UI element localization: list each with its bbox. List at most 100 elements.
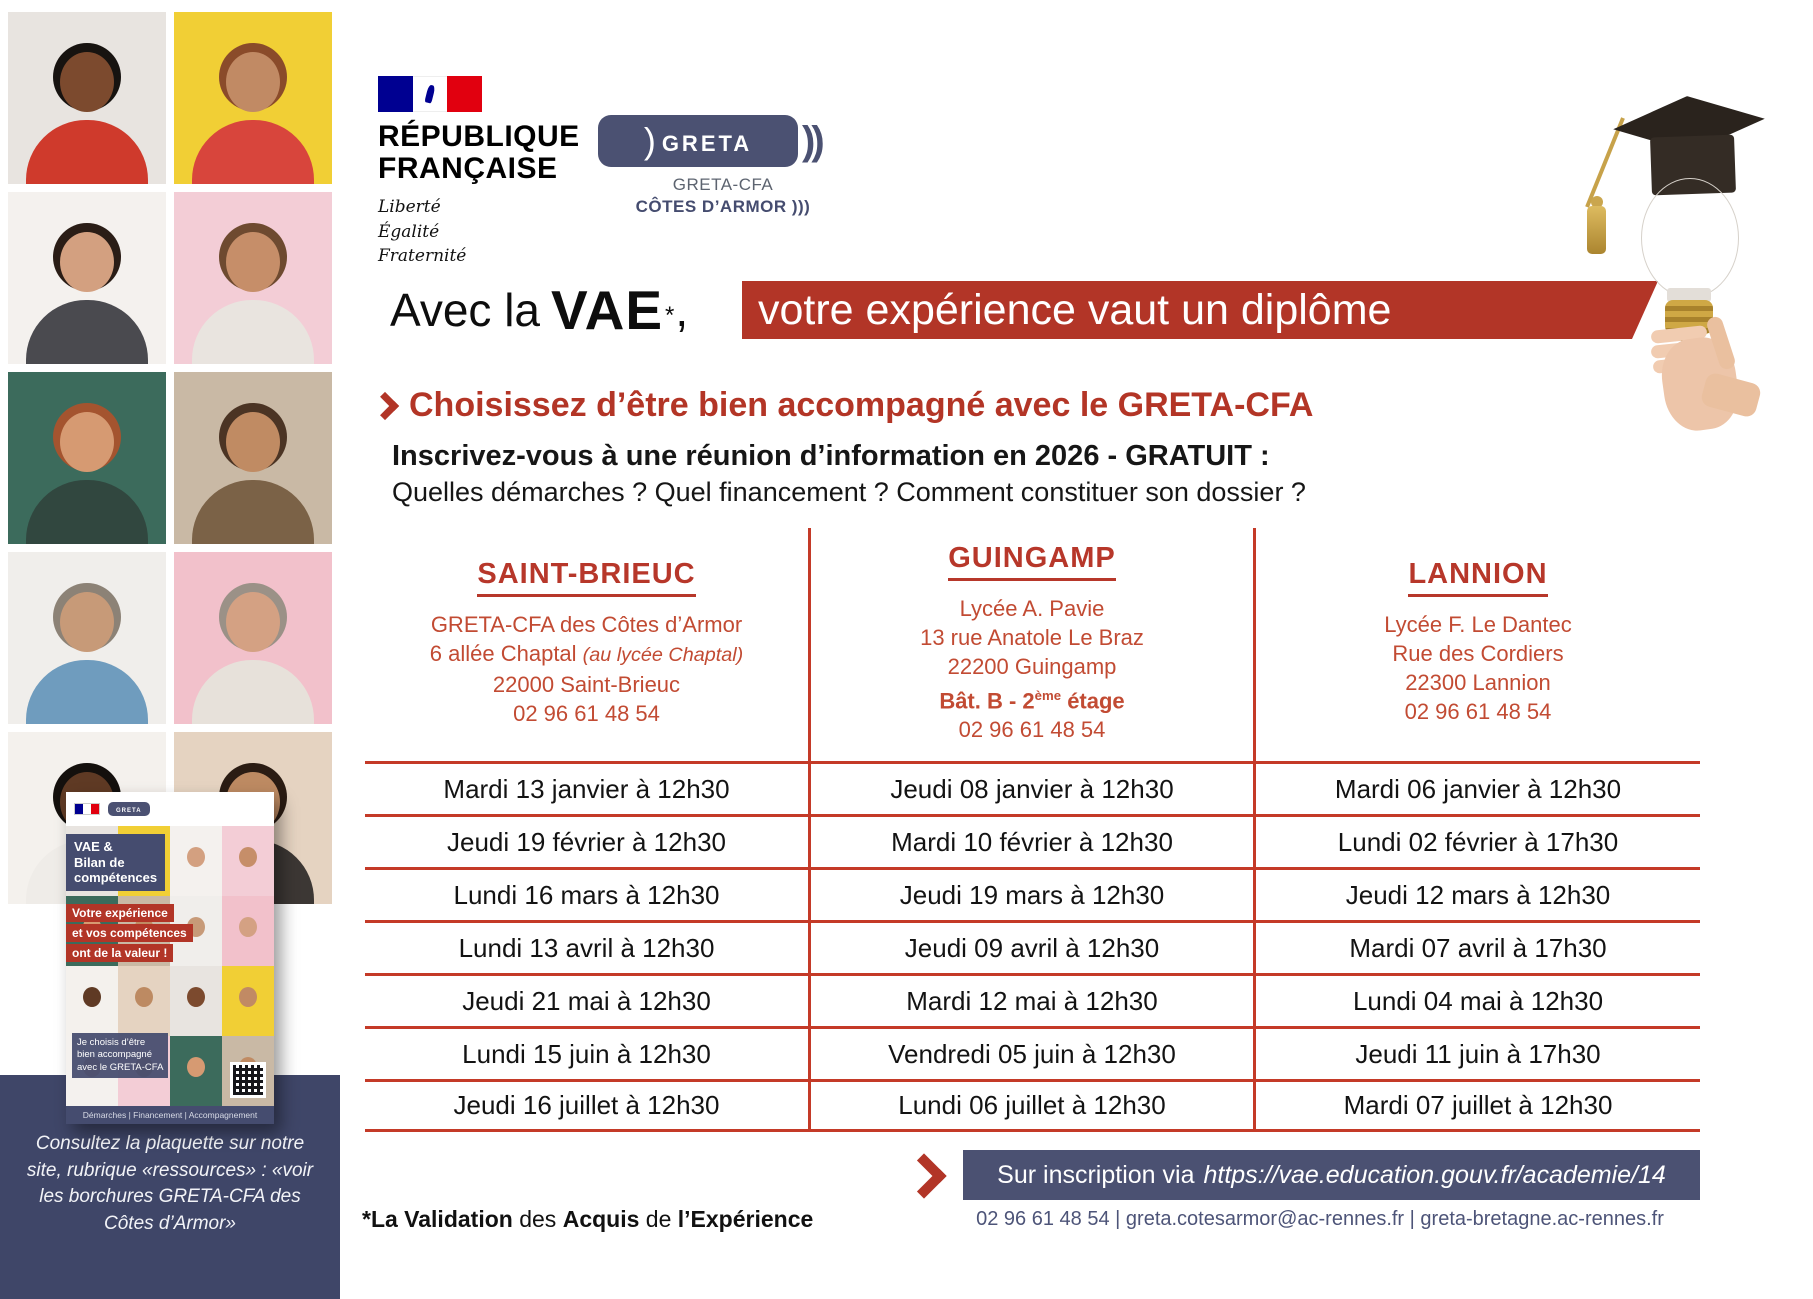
collage-photo (170, 826, 222, 896)
brochure-tagline-line: avec le GRETA-CFA (77, 1061, 164, 1073)
address-line: Lycée F. Le Dantec (1384, 612, 1572, 637)
portrait-shoulders (192, 480, 314, 544)
brochure-tagline-line: bien accompagné (77, 1049, 152, 1061)
lightbulb-icon (1641, 178, 1739, 298)
portrait-shoulders (26, 660, 148, 724)
collage-photo (222, 896, 274, 966)
brochure-ribbon-line: ont de la valeur ! (66, 944, 174, 962)
schedule-cell: Mardi 07 avril à 17h30 (1253, 920, 1700, 973)
collage-face (187, 847, 205, 867)
schedule-cell: Mardi 12 mai à 12h30 (808, 973, 1253, 1026)
rf-title: RÉPUBLIQUE FRANÇAISE (378, 121, 580, 184)
address-line: 22000 Saint-Brieuc (492, 672, 681, 697)
brochure-footer-strip: Démarches | Financement | Accompagnement (66, 1106, 274, 1124)
schedule-cell: Mardi 07 juillet à 12h30 (1253, 1079, 1700, 1132)
portrait-photo (8, 372, 166, 544)
footnote: *La Validation des Acquis de l’Expérienc… (362, 1206, 813, 1233)
collage-face (187, 1057, 205, 1077)
portrait-shoulders (192, 120, 314, 184)
collage-photo (170, 1036, 222, 1106)
title-vae: VAE (551, 279, 664, 341)
schedule-cell: Jeudi 11 juin à 17h30 (1253, 1026, 1700, 1079)
collage-photo (222, 826, 274, 896)
contact-item: greta.cotesarmor@ac-rennes.fr (1125, 1208, 1405, 1230)
portrait-photo (174, 192, 332, 364)
schedule-cell: Jeudi 19 mars à 12h30 (808, 867, 1253, 920)
address-line: 13 rue Anatole Le Braz (920, 625, 1144, 650)
chevron-right-icon (370, 391, 400, 420)
location-name: SAINT-BRIEUC (477, 558, 696, 597)
brochure-ribbon-line: Votre expérience (66, 904, 174, 922)
schedule-cell: Lundi 02 février à 17h30 (1253, 814, 1700, 867)
address-line: Rue des Cordiers (1392, 641, 1564, 666)
rf-title-line2: FRANÇAISE (378, 151, 558, 185)
footnote-part: l’Expérience (677, 1206, 814, 1232)
title-highlight-bar: votre expérience vaut un diplôme (742, 281, 1658, 339)
schedule-cell: Jeudi 19 février à 12h30 (365, 814, 808, 867)
address-line: GRETA-CFA des Côtes d’Armor (430, 612, 743, 637)
schedule-cell: Jeudi 08 janvier à 12h30 (808, 761, 1253, 814)
subtitle-text: Choisissez d’être bien accompagné avec l… (409, 386, 1314, 424)
brochure-tagline-line: Je choisis d’être (77, 1036, 146, 1048)
tassel-knot-icon (1591, 196, 1603, 208)
location-address: Lycée A. Pavie 13 rue Anatole Le Braz 2220… (920, 594, 1144, 744)
schedule-cell: Mardi 13 janvier à 12h30 (365, 761, 808, 814)
republique-francaise-logo: RÉPUBLIQUE FRANÇAISE Liberté Égalité Frate… (378, 76, 580, 269)
collage-face (187, 987, 205, 1007)
portrait-photo (8, 192, 166, 364)
location-saint-brieuc: SAINT-BRIEUC GRETA-CFA des Côtes d’Armor 6… (365, 528, 808, 761)
location-address: Lycée F. Le Dantec Rue des Cordiers 22300 … (1384, 610, 1572, 726)
schedule-cell: Lundi 16 mars à 12h30 (365, 867, 808, 920)
subtitle: Choisissez d’être bien accompagné avec l… (370, 386, 1314, 425)
schedule-cell: Lundi 06 juillet à 12h30 (808, 1079, 1253, 1132)
portrait-face (60, 591, 114, 652)
address-line: 02 96 61 48 54 (958, 717, 1106, 743)
location-name: LANNION (1408, 558, 1548, 597)
greta-cfa-logo-block: ) greta )) GRETA-CFA CÔTES D’ARMOR ))) (598, 115, 848, 217)
collage-face (83, 987, 101, 1007)
portrait-shoulders (26, 480, 148, 544)
lightbulb-neck (1667, 288, 1711, 302)
portrait-photo (8, 12, 166, 184)
portrait-shoulders (192, 660, 314, 724)
collage-face (239, 987, 257, 1007)
portrait-shoulders (26, 120, 148, 184)
signup-bar: Sur inscription via https://vae.educatio… (963, 1150, 1700, 1200)
brochure-caption: Consultez la plaquette sur notre site, r… (26, 1133, 314, 1234)
intro-line: Inscrivez-vous à une réunion d’informati… (392, 440, 1270, 472)
brochure-title: VAE & Bilan de compétences (66, 834, 166, 891)
greta-logo: ) greta (598, 115, 798, 167)
schedule-table: SAINT-BRIEUC GRETA-CFA des Côtes d’Armor 6… (365, 528, 1700, 1132)
brochure-ribbons: Votre expérience et vos compétences ont de… (66, 904, 193, 964)
portrait-face (226, 411, 280, 472)
contact-separator: | (1109, 1208, 1126, 1230)
schedule-cell: Lundi 13 avril à 12h30 (365, 920, 808, 973)
schedule-cell: Jeudi 12 mars à 12h30 (1253, 867, 1700, 920)
rf-motto-line: Fraternité (378, 246, 467, 267)
address-line: 02 96 61 48 54 (513, 701, 660, 726)
title-highlight-text: votre expérience vaut un diplôme (758, 285, 1392, 334)
address-line: 22200 Guingamp (947, 654, 1117, 679)
footnote-part: de (639, 1206, 678, 1232)
contact-line: 02 96 61 48 54 | greta.cotesarmor@ac-ren… (940, 1208, 1700, 1231)
address-line: 6 allée Chaptal (au lycée Chaptal) (429, 641, 744, 666)
portrait-photo (174, 12, 332, 184)
greta-logo-icon: greta (108, 802, 150, 816)
location-name: GUINGAMP (948, 542, 1116, 581)
double-paren-icon: )) (802, 118, 825, 163)
portrait-face (226, 231, 280, 292)
location-address: GRETA-CFA des Côtes d’Armor 6 allée Chapt… (430, 610, 743, 728)
page-title: Avec la VAE * , (390, 279, 688, 341)
brochure-tagline: Je choisis d’être bien accompagné avec le … (72, 1032, 169, 1078)
footnote-part: Acquis (562, 1206, 640, 1232)
tassel-tuft-icon (1587, 206, 1606, 254)
contact-item: 02 96 61 48 54 (976, 1208, 1110, 1230)
footnote-part: *La Validation (362, 1206, 513, 1232)
brochure-title-line: compétences (74, 870, 158, 886)
french-flag-icon (74, 803, 100, 815)
brochure-header: greta (66, 792, 274, 826)
portrait-photo (174, 552, 332, 724)
portrait-face (226, 591, 280, 652)
address-line: 22300 Lannion (1405, 670, 1551, 695)
portrait-photo-grid (8, 12, 332, 904)
